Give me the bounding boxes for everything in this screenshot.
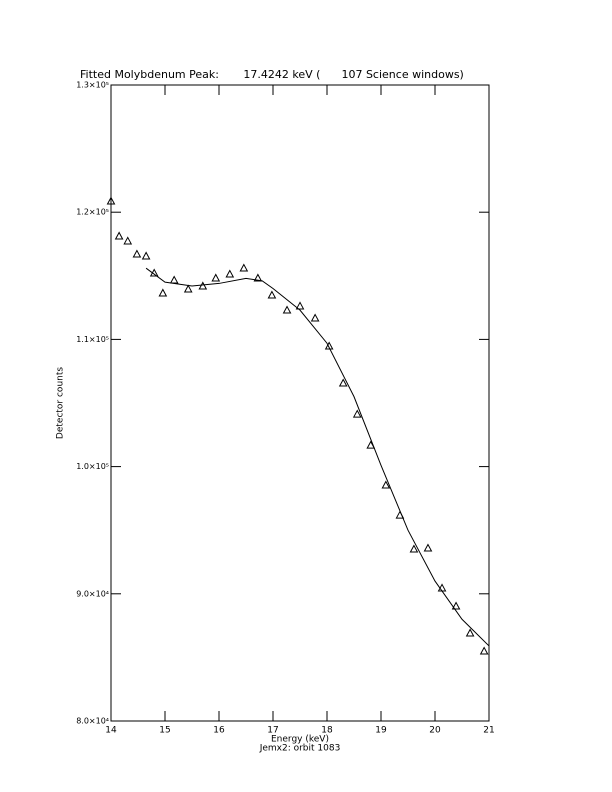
x-tick-label: 19 [375, 726, 387, 736]
data-point [352, 409, 362, 418]
data-point [183, 284, 193, 293]
fit-line [145, 267, 490, 647]
data-point [282, 305, 292, 314]
x-axis-label: Energy (keV) [271, 735, 329, 745]
y-tick-label: 1.2×10⁵ [76, 208, 109, 217]
subtitle: Jemx2: orbit 1083 [259, 744, 341, 754]
data-point [239, 263, 249, 272]
data-point [225, 269, 235, 278]
y-tick-label: 1.3×10⁵ [76, 81, 109, 90]
x-tick-label: 18 [321, 726, 333, 736]
x-tick-label: 20 [429, 726, 441, 736]
data-point [451, 601, 461, 610]
data-point [409, 544, 419, 553]
data-point [267, 290, 277, 299]
y-tick-label: 8.0×10⁴ [76, 717, 109, 726]
x-tick-label: 16 [213, 726, 225, 736]
y-axis-label: Detector counts [56, 367, 66, 439]
data-point [479, 646, 489, 655]
data-point [423, 543, 433, 552]
plot-frame [110, 84, 490, 722]
y-tick-label: 1.0×10⁵ [76, 462, 109, 471]
data-point [324, 341, 334, 350]
data-point [338, 378, 348, 387]
x-tick-label: 17 [267, 726, 278, 736]
data-point [465, 628, 475, 637]
data-point [132, 249, 142, 258]
chart-title: Fitted Molybdenum Peak: 17.4242 keV ( 10… [80, 68, 464, 81]
x-tick-label: 15 [159, 726, 170, 736]
data-point [295, 301, 305, 310]
y-tick-label: 9.0×10⁴ [76, 589, 109, 598]
y-tick-label: 1.1×10⁵ [76, 335, 109, 344]
data-point [198, 281, 208, 290]
data-point [253, 273, 263, 282]
x-tick-label: 14 [105, 726, 117, 736]
data-point [158, 288, 168, 297]
data-point [211, 273, 221, 282]
data-point [310, 313, 320, 322]
x-tick-label: 21 [483, 726, 494, 736]
data-point [123, 236, 133, 245]
data-point [106, 196, 116, 205]
data-point [141, 251, 151, 260]
data-point [381, 480, 391, 489]
data-point [114, 231, 124, 240]
